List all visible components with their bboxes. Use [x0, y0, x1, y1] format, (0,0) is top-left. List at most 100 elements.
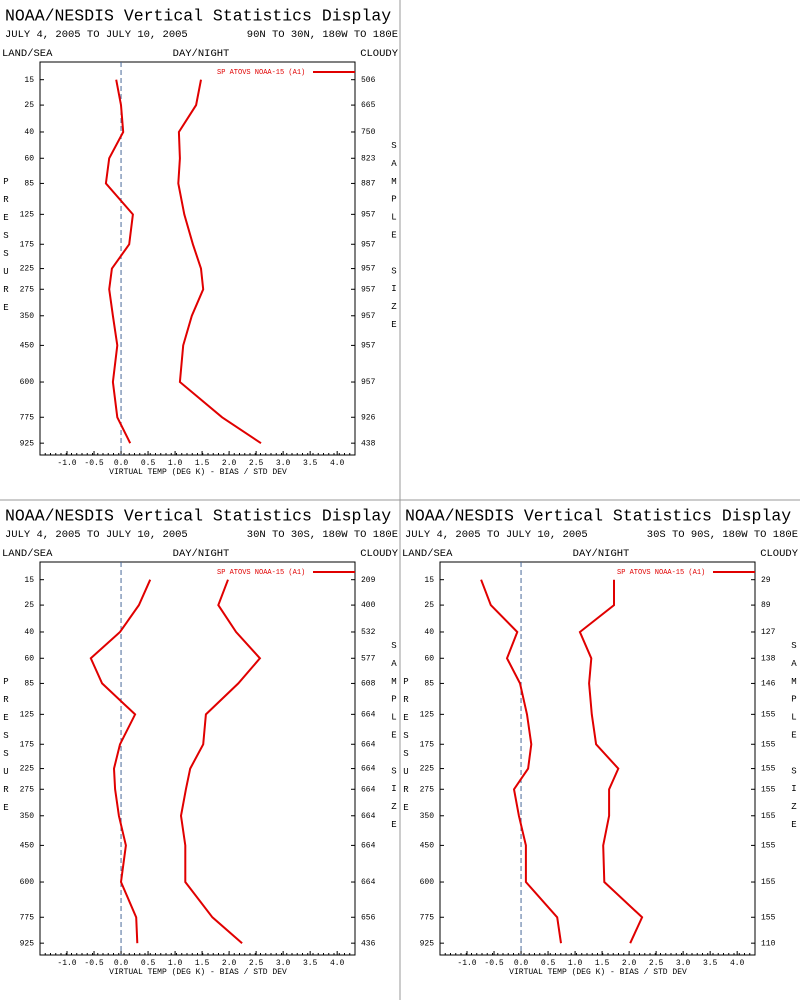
- sample-size: 155: [761, 710, 776, 719]
- sample-size: 665: [361, 101, 376, 110]
- day-night: DAY/NIGHT: [173, 48, 230, 60]
- x-tick-label: 4.0: [330, 959, 345, 968]
- x-axis-label: VIRTUAL TEMP (DEG K) - BIAS / STD DEV: [509, 968, 687, 977]
- sample-size: 155: [761, 812, 776, 821]
- sample-size: 887: [361, 180, 376, 189]
- x-tick-label: 2.0: [222, 459, 237, 468]
- sample-size: 436: [361, 939, 376, 948]
- y-tick-label: 925: [20, 439, 35, 448]
- legend-label: SP ATOVS NOAA-15 (A1): [217, 69, 305, 77]
- x-tick-label: 1.0: [568, 959, 583, 968]
- y-tick-label: 125: [420, 710, 435, 719]
- profile-line: [480, 579, 562, 944]
- sample-size: 608: [361, 680, 376, 689]
- region: 90N TO 30N, 180W TO 180E: [247, 29, 398, 41]
- x-axis-label: VIRTUAL TEMP (DEG K) - BIAS / STD DEV: [109, 968, 287, 977]
- x-tick-label: -1.0: [57, 459, 76, 468]
- land-sea: LAND/SEA: [2, 48, 53, 60]
- sample-size: 664: [361, 785, 376, 794]
- sample-size: 155: [761, 878, 776, 887]
- y-tick-label: 225: [420, 765, 435, 774]
- x-tick-label: 2.5: [249, 959, 264, 968]
- sample-size: 146: [761, 680, 776, 689]
- y-tick-label: 350: [20, 312, 35, 321]
- x-tick-label: 1.0: [168, 459, 183, 468]
- x-tick-label: 3.0: [276, 959, 291, 968]
- y-tick-label: 25: [24, 601, 34, 610]
- y-tick-label: 925: [420, 939, 435, 948]
- sample-size: 506: [361, 76, 376, 85]
- y-tick-label: 125: [20, 710, 35, 719]
- date-range: JULY 4, 2005 TO JULY 10, 2005: [5, 529, 188, 541]
- day-night: DAY/NIGHT: [173, 548, 230, 560]
- y-tick-label: 925: [20, 939, 35, 948]
- sample-size: 138: [761, 654, 776, 663]
- y-tick-label: 15: [24, 76, 34, 85]
- x-tick-label: -0.5: [84, 459, 103, 468]
- sample-size: 577: [361, 654, 376, 663]
- y-tick-label: 175: [20, 740, 35, 749]
- y-tick-label: 450: [20, 842, 35, 851]
- y-tick-label: 275: [20, 785, 35, 794]
- date-range: JULY 4, 2005 TO JULY 10, 2005: [405, 529, 588, 541]
- y-tick-label: 775: [20, 913, 35, 922]
- x-tick-label: 0.5: [541, 959, 556, 968]
- y-tick-label: 85: [424, 680, 434, 689]
- sample-size: 664: [361, 842, 376, 851]
- sample-size: 926: [361, 413, 376, 422]
- x-tick-label: 4.0: [730, 959, 745, 968]
- sample-size: 957: [361, 342, 376, 351]
- x-tick-label: 3.0: [276, 459, 291, 468]
- y-tick-label: 600: [20, 878, 35, 887]
- y-tick-label: 60: [24, 654, 34, 663]
- legend-label: SP ATOVS NOAA-15 (A1): [217, 569, 305, 577]
- y-tick-label: 350: [20, 812, 35, 821]
- x-tick-label: 2.0: [222, 959, 237, 968]
- day-night: DAY/NIGHT: [573, 548, 630, 560]
- region: 30S TO 90S, 180W TO 180E: [647, 529, 798, 541]
- sample-size: 957: [361, 378, 376, 387]
- region: 30N TO 30S, 180W TO 180E: [247, 529, 398, 541]
- sample-size: 957: [361, 265, 376, 274]
- y-tick-label: 40: [24, 628, 34, 637]
- panel: NOAA/NESDIS Vertical Statistics Display J…: [2, 506, 399, 977]
- panel-title: NOAA/NESDIS Vertical Statistics Display: [5, 6, 391, 25]
- panel: NOAA/NESDIS Vertical Statistics Display J…: [2, 6, 399, 477]
- y-tick-label: 25: [424, 601, 434, 610]
- cloudy: CLOUDY: [360, 548, 399, 560]
- panel-title: NOAA/NESDIS Vertical Statistics Display: [5, 506, 391, 525]
- sample-size: 155: [761, 740, 776, 749]
- x-axis-label: VIRTUAL TEMP (DEG K) - BIAS / STD DEV: [109, 468, 287, 477]
- y-tick-label: 275: [420, 785, 435, 794]
- sample-size: 89: [761, 601, 771, 610]
- y-tick-label: 15: [24, 576, 34, 585]
- sample-size: 957: [361, 210, 376, 219]
- sample-size: 656: [361, 913, 376, 922]
- legend-label: SP ATOVS NOAA-15 (A1): [617, 569, 705, 577]
- y-tick-label: 175: [20, 240, 35, 249]
- y-tick-label: 275: [20, 285, 35, 294]
- x-tick-label: 2.5: [649, 959, 664, 968]
- x-tick-label: -0.5: [484, 959, 503, 968]
- x-tick-label: -1.0: [57, 959, 76, 968]
- sample-size: 664: [361, 740, 376, 749]
- sample-size: 532: [361, 628, 376, 637]
- y-tick-label: 25: [24, 101, 34, 110]
- sample-size: 750: [361, 128, 376, 137]
- x-tick-label: 1.5: [195, 959, 210, 968]
- sample-size: 127: [761, 628, 776, 637]
- y-tick-label: 600: [420, 878, 435, 887]
- y-tick-label: 60: [424, 654, 434, 663]
- sample-size: 957: [361, 312, 376, 321]
- y-tick-label: 40: [424, 628, 434, 637]
- x-tick-label: 0.5: [141, 959, 156, 968]
- x-tick-label: 0.0: [114, 459, 129, 468]
- sample-size: 823: [361, 154, 376, 163]
